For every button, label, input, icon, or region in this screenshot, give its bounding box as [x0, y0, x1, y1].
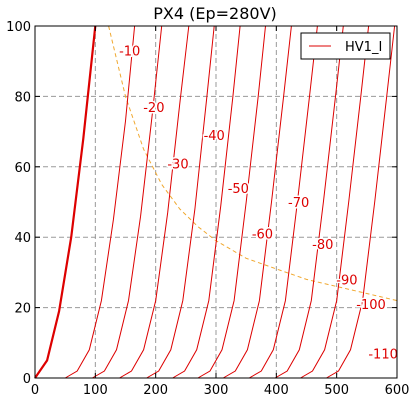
curve-label: -80	[312, 238, 333, 253]
curve-label: -90	[336, 273, 357, 288]
legend-box	[300, 32, 391, 60]
x-tick-label: 500	[324, 383, 349, 398]
plate-curve	[92, 25, 163, 379]
x-tick-label: 100	[83, 383, 108, 398]
grid	[35, 26, 397, 378]
legend-label: HV1_I	[345, 40, 382, 55]
plate-curve	[119, 25, 190, 379]
x-tick-label: 400	[264, 383, 289, 398]
plate-curve	[300, 25, 370, 379]
curve-label: -110	[368, 347, 398, 362]
plate-curve	[146, 25, 215, 379]
y-tick-label: 80	[14, 90, 31, 105]
plate-curve	[248, 25, 318, 379]
curve-label: -60	[252, 228, 273, 243]
y-tick-label: 20	[14, 302, 31, 317]
curve-label: -20	[143, 101, 164, 116]
curve-label: -30	[167, 157, 188, 172]
y-tick-label: 0	[23, 372, 31, 387]
x-tick-label: 200	[143, 383, 168, 398]
x-tick-label: 600	[385, 383, 410, 398]
curve-label: -50	[228, 182, 249, 197]
curve-labels: -10 -20 -30 -40 -50 -60 -70 -80 -90 -100 -110	[118, 43, 400, 364]
plate-curve	[222, 25, 292, 379]
plate-curve	[172, 25, 241, 379]
chart-title: PX4 (Ep=280V)	[153, 4, 277, 23]
y-tick-label: 60	[14, 161, 31, 176]
y-tick-label: 100	[6, 20, 31, 35]
legend: HV1_I	[300, 32, 391, 60]
y-tick-label: 40	[14, 231, 31, 246]
curve-label: -10	[119, 45, 140, 60]
x-tick-label: 0	[31, 383, 39, 398]
plate-curve	[197, 25, 266, 379]
y-axis: 0 20 40 60 80 100	[6, 20, 397, 387]
curve-label: -70	[288, 196, 309, 211]
curve-label: -100	[356, 298, 386, 313]
plate-curve	[274, 25, 344, 379]
x-tick-label: 300	[204, 383, 229, 398]
curves	[34, 25, 396, 379]
plate-curve	[34, 25, 97, 379]
curve-label: -40	[204, 129, 225, 144]
plate-curve	[64, 25, 136, 379]
x-axis: 0 100 200 300 400 500 600	[31, 26, 410, 398]
plate-curve	[326, 25, 396, 379]
